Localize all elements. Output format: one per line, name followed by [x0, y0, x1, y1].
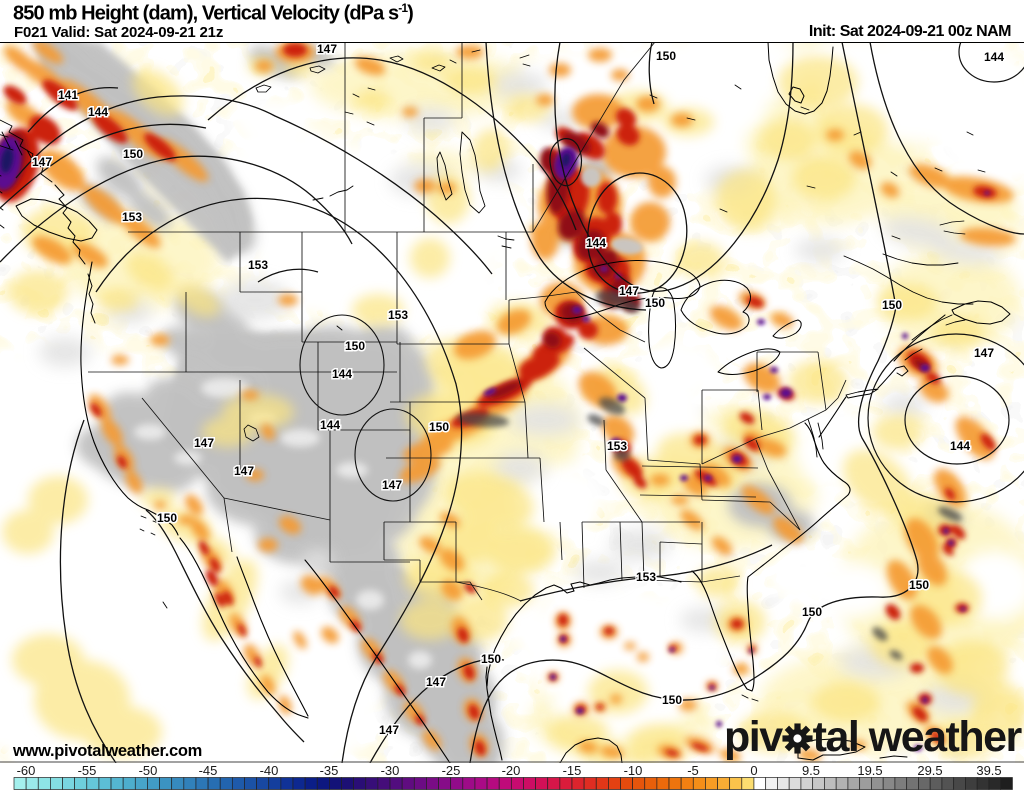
- svg-text:153: 153: [388, 308, 408, 322]
- svg-text:150: 150: [882, 298, 902, 312]
- svg-text:147: 147: [382, 478, 402, 492]
- svg-text:150: 150: [662, 693, 682, 707]
- svg-text:150: 150: [429, 420, 449, 434]
- svg-text:144: 144: [88, 105, 108, 119]
- svg-text:141: 141: [58, 88, 78, 102]
- svg-text:153: 153: [607, 439, 627, 453]
- svg-text:147: 147: [317, 42, 337, 56]
- svg-text:150: 150: [802, 605, 822, 619]
- svg-text:144: 144: [950, 439, 970, 453]
- svg-text:153: 153: [122, 210, 142, 224]
- svg-text:150: 150: [909, 578, 929, 592]
- svg-text:144: 144: [586, 236, 606, 250]
- svg-text:150: 150: [345, 339, 365, 353]
- svg-text:150: 150: [656, 49, 676, 63]
- svg-text:150: 150: [123, 147, 143, 161]
- svg-text:147: 147: [32, 155, 52, 169]
- svg-text:150: 150: [481, 652, 501, 666]
- svg-text:147: 147: [379, 723, 399, 737]
- svg-text:153: 153: [636, 570, 656, 584]
- svg-text:153: 153: [248, 258, 268, 272]
- svg-text:147: 147: [974, 346, 994, 360]
- svg-text:147: 147: [234, 464, 254, 478]
- svg-text:150: 150: [157, 511, 177, 525]
- svg-text:144: 144: [332, 367, 352, 381]
- svg-text:150: 150: [645, 296, 665, 310]
- svg-text:147: 147: [194, 436, 214, 450]
- svg-text:147: 147: [619, 284, 639, 298]
- svg-text:144: 144: [984, 50, 1004, 64]
- svg-text:144: 144: [320, 418, 340, 432]
- svg-text:147: 147: [426, 675, 446, 689]
